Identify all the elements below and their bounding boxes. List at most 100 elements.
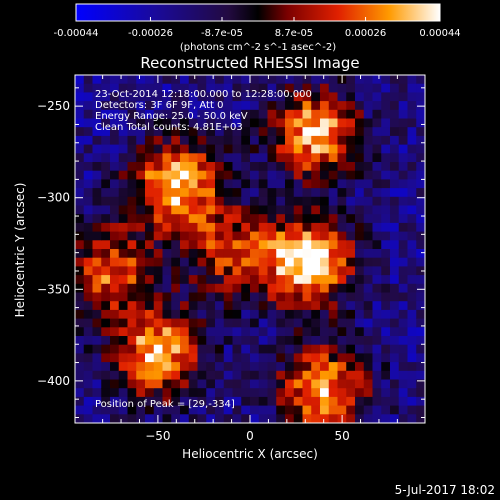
heatmap-cell (363, 231, 373, 241)
heatmap-cell (232, 144, 242, 154)
heatmap-cell (258, 101, 268, 111)
heatmap-cell (407, 249, 417, 259)
heatmap-cell (83, 101, 93, 111)
heatmap-cell (118, 92, 128, 102)
heatmap-cell (206, 336, 216, 346)
heatmap-cell (83, 379, 93, 389)
heatmap-cell (390, 388, 400, 398)
heatmap-cell (311, 118, 321, 128)
heatmap-cell (276, 379, 286, 389)
heatmap-cell (145, 353, 155, 363)
heatmap-cell (293, 309, 303, 320)
heatmap-cell (320, 292, 330, 302)
heatmap-cell (110, 388, 120, 398)
heatmap-cell (241, 388, 251, 398)
heatmap-cell (320, 196, 330, 206)
heatmap-cell (346, 344, 356, 354)
heatmap-cell (232, 353, 242, 363)
heatmap-cell (206, 266, 216, 276)
heatmap-cell (285, 405, 295, 415)
heatmap-cell (407, 379, 417, 389)
heatmap-cell (328, 188, 338, 198)
heatmap-cell (311, 301, 321, 311)
heatmap-cell (215, 249, 225, 259)
heatmap-cell (118, 75, 128, 85)
heatmap-cell (372, 414, 382, 423)
heatmap-cell (407, 109, 417, 119)
heatmap-cell (180, 301, 190, 311)
heatmap-cell (197, 101, 207, 111)
heatmap-cell (83, 318, 93, 328)
heatmap-cell (241, 109, 251, 119)
heatmap-cell (110, 231, 120, 241)
heatmap-cell (328, 214, 338, 224)
heatmap-cell (171, 188, 181, 198)
heatmap-cell (118, 127, 128, 137)
heatmap-cell (188, 188, 198, 198)
heatmap-cell (407, 336, 417, 346)
y-tick-label: −400 (37, 374, 70, 388)
heatmap-cell (285, 92, 295, 102)
heatmap-cell (407, 283, 417, 293)
heatmap-cell (293, 292, 303, 302)
heatmap-cell (381, 405, 391, 415)
heatmap-cell (258, 135, 268, 146)
heatmap-cell (75, 362, 85, 372)
heatmap-cell (118, 344, 128, 354)
heatmap-cell (293, 109, 303, 119)
heatmap-cell (381, 379, 391, 389)
heatmap-cell (127, 405, 137, 415)
heatmap-cell (398, 153, 408, 163)
heatmap-cell (92, 162, 102, 172)
heatmap-cell (250, 135, 260, 146)
heatmap-cell (267, 344, 277, 354)
heatmap-cell (241, 405, 251, 415)
heatmap-cell (258, 318, 268, 328)
heatmap-cell (320, 118, 330, 128)
heatmap-cell (328, 301, 338, 311)
heatmap-cell (346, 118, 356, 128)
heatmap-cell (232, 396, 242, 407)
heatmap-cell (363, 257, 373, 267)
heatmap-cell (101, 396, 111, 407)
heatmap-cell (145, 196, 155, 206)
heatmap-cell (241, 257, 251, 267)
heatmap-cell (223, 205, 233, 215)
heatmap-cell (188, 92, 198, 102)
heatmap-cell (267, 318, 277, 328)
heatmap-cell (110, 301, 120, 311)
heatmap-cell (285, 275, 295, 285)
heatmap-cell (180, 101, 190, 111)
heatmap-cell (206, 101, 216, 111)
heatmap-cell (311, 196, 321, 206)
heatmap-cell (162, 144, 172, 154)
heatmap-cell (153, 170, 163, 180)
heatmap-cell (320, 240, 330, 250)
heatmap-cell (171, 231, 181, 241)
heatmap-cell (75, 127, 85, 137)
heatmap-cell (206, 318, 216, 328)
heatmap-cell (267, 205, 277, 215)
heatmap-cell (337, 353, 347, 363)
heatmap-cell (215, 205, 225, 215)
heatmap-cell (223, 370, 233, 380)
heatmap-cell (153, 309, 163, 320)
heatmap-cell (162, 414, 172, 423)
heatmap-cell (302, 205, 312, 215)
heatmap-cell (381, 231, 391, 241)
heatmap-cell (311, 170, 321, 180)
heatmap-cell (83, 266, 93, 276)
heatmap-cell (293, 231, 303, 241)
heatmap-cell (110, 396, 120, 407)
heatmap-cell (355, 344, 365, 354)
heatmap-cell (363, 144, 373, 154)
heatmap-cell (355, 275, 365, 285)
heatmap-cell (302, 344, 312, 354)
heatmap-cell (127, 231, 137, 241)
heatmap-cell (346, 162, 356, 172)
heatmap-cell (188, 179, 198, 189)
heatmap-cell (355, 370, 365, 380)
heatmap-cell (118, 144, 128, 154)
heatmap-cell (188, 292, 198, 302)
heatmap-cell (162, 118, 172, 128)
